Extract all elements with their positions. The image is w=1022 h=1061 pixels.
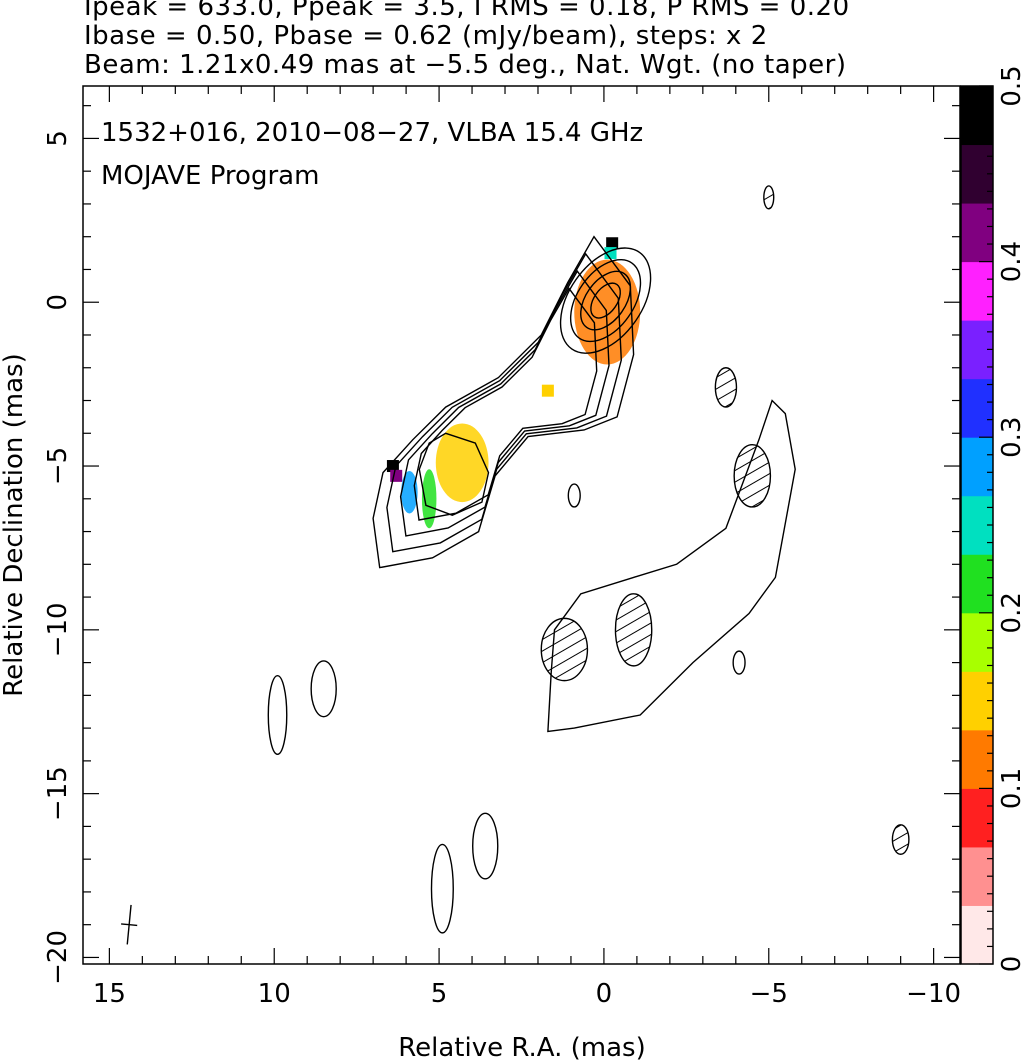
colorbar-band: [961, 203, 993, 263]
isolated-contour: [267, 675, 288, 756]
x-tick-label: 5: [431, 979, 448, 1009]
negative-contour: [540, 617, 589, 682]
negative-contour: [891, 824, 910, 855]
header-line-3: Beam: 1.21x0.49 mas at −5.5 deg., Nat. W…: [84, 50, 847, 80]
colorbar-band: [961, 378, 993, 438]
polarization-patch: [421, 469, 437, 529]
isolated-contour: [430, 843, 454, 934]
colorbar-band: [961, 788, 993, 848]
colorbar-tick-label: 0.5: [997, 65, 1022, 106]
jet-contour: [372, 235, 635, 569]
colorbar-tick-label: 0: [997, 956, 1022, 973]
polarization-pixel: [390, 469, 403, 482]
colorbar-band: [961, 86, 993, 146]
negative-contour: [614, 593, 653, 667]
y-tick-label: −10: [43, 602, 73, 657]
map-subtitle: MOJAVE Program: [101, 161, 319, 191]
colorbar-band: [961, 437, 993, 497]
y-tick-label: 0: [43, 294, 73, 311]
y-tick-label: −15: [43, 766, 73, 821]
x-tick-label: −5: [750, 979, 788, 1009]
header-line-2: Ibase = 0.50, Pbase = 0.62 (mJy/beam), s…: [84, 21, 768, 51]
colorbar-tick-label: 0.2: [997, 592, 1022, 633]
x-tick-labels: 15 10 5 0 −5 −10: [93, 979, 961, 1009]
jet-contour: [399, 269, 610, 537]
colorbar-tick-label: 0.3: [997, 417, 1022, 458]
isolated-contour: [472, 812, 499, 880]
core-contour: [569, 259, 642, 343]
isolated-contour: [310, 660, 337, 718]
x-tick-label: 15: [93, 979, 126, 1009]
x-tick-label: 10: [258, 979, 291, 1009]
colorbar-band: [961, 729, 993, 789]
plot-frame: [82, 85, 961, 965]
negative-contour: [763, 185, 775, 210]
negative-contour: [733, 444, 772, 508]
isolated-contour: [732, 650, 746, 675]
x-tick-label: −10: [906, 979, 961, 1009]
jet-contour: [386, 252, 623, 553]
core-contour: [580, 270, 632, 331]
polarization-patch: [401, 470, 418, 514]
polarization-layer: [386, 237, 641, 529]
colorbar-tick-label: 0.1: [997, 768, 1022, 809]
colorbar-band: [961, 261, 993, 321]
colorbar: 0 0.1 0.2 0.3 0.4 0.5: [960, 65, 1022, 973]
colorbar-band: [961, 554, 993, 614]
header-line-1: Ipeak = 633.0, Ppeak = 3.5, I RMS = 0.18…: [84, 0, 850, 22]
y-tick-label: 5: [43, 130, 73, 147]
contour-layer: [121, 185, 910, 945]
core-contour: [559, 247, 652, 354]
colorbar-band: [961, 612, 993, 672]
polarization-pixel: [606, 237, 619, 250]
x-axis-label: Relative R.A. (mas): [398, 1033, 645, 1061]
polarization-pixel: [541, 384, 554, 397]
beam-minor-axis: [121, 923, 138, 927]
colorbar-tick-label: 0.4: [997, 241, 1022, 282]
colorbar-band: [961, 905, 993, 965]
jet-contour: [413, 287, 598, 521]
y-tick-labels: 5 0 −5 −10 −15 −20: [43, 130, 73, 985]
y-tick-label: −5: [43, 447, 73, 485]
polarization-patch: [574, 259, 641, 365]
map-title: 1532+016, 2010−08−27, VLBA 15.4 GHz: [101, 118, 643, 148]
polarization-pixel: [386, 460, 399, 473]
jet-knot-contour: [418, 432, 490, 516]
core-contour: [590, 282, 621, 319]
negative-contour: [714, 367, 738, 408]
axis-ticks: [83, 86, 960, 964]
x-tick-label: 0: [596, 979, 613, 1009]
y-axis-label: Relative Declination (mas): [0, 353, 29, 696]
isolated-contour: [567, 483, 581, 508]
y-tick-label: −20: [43, 930, 73, 985]
